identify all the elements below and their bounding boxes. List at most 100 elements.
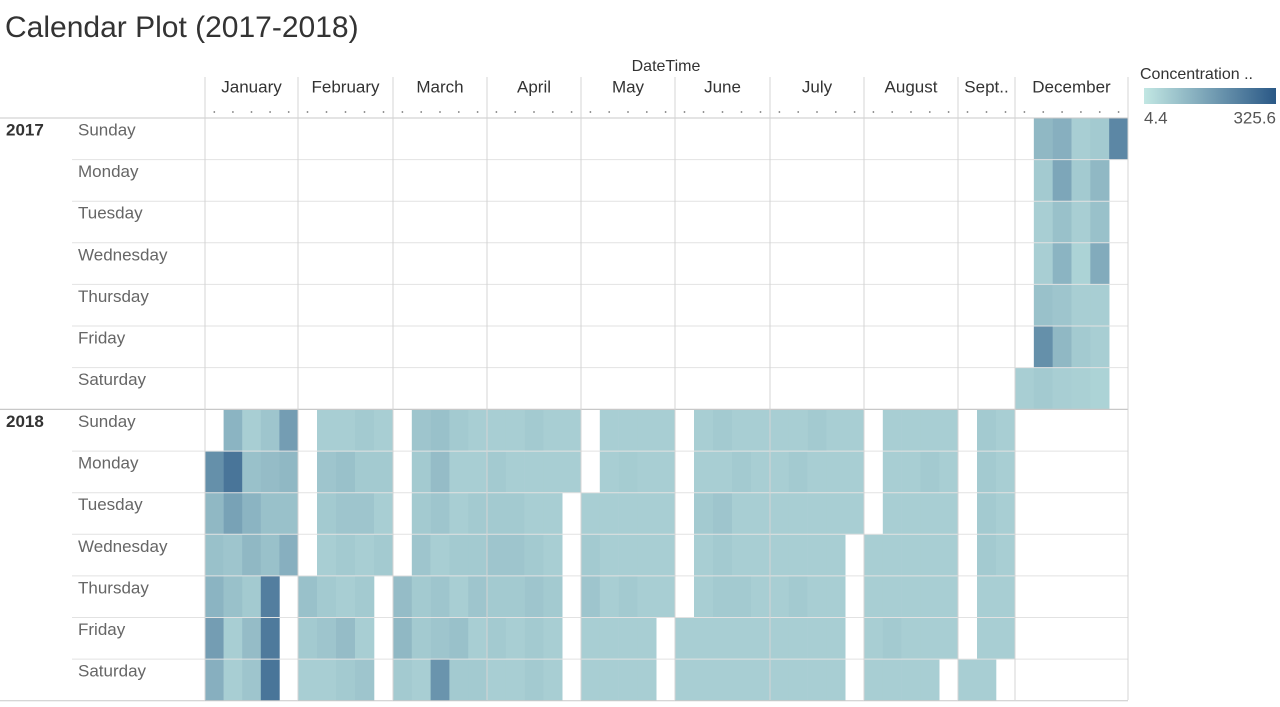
heat-cell	[826, 617, 846, 660]
day-label: Monday	[78, 454, 139, 473]
heat-cell	[694, 534, 714, 577]
week-dot	[232, 111, 234, 113]
heat-cell	[599, 617, 619, 660]
week-dot	[721, 111, 724, 113]
heat-cell	[505, 534, 525, 577]
heat-cell	[599, 575, 619, 618]
week-dot	[420, 111, 423, 113]
day-label: Tuesday	[78, 495, 143, 514]
heat-cell	[788, 409, 808, 452]
day-label: Friday	[78, 328, 126, 347]
heat-cell	[732, 617, 752, 660]
day-label: Sunday	[78, 412, 136, 431]
heat-cell	[393, 617, 413, 660]
heat-cell	[1090, 118, 1110, 160]
heat-cell	[260, 659, 280, 701]
heat-cell	[977, 659, 997, 701]
heat-cell	[977, 575, 997, 618]
heat-cell	[770, 492, 790, 535]
heat-cell	[770, 659, 790, 701]
day-label: Wednesday	[78, 537, 168, 556]
heat-cell	[618, 659, 638, 701]
heat-cell	[449, 659, 469, 701]
heat-cell	[562, 409, 582, 452]
week-dot	[476, 111, 479, 113]
heat-cell	[298, 575, 318, 618]
heat-cell	[562, 451, 582, 493]
heat-cell	[1015, 367, 1035, 410]
week-dot	[872, 111, 875, 113]
heat-cell	[298, 659, 318, 701]
heat-cell	[581, 534, 601, 577]
heat-cell	[845, 451, 865, 493]
heat-cell	[355, 534, 375, 577]
heat-cell	[977, 617, 997, 660]
week-dot	[778, 111, 781, 113]
heat-cell	[543, 659, 563, 701]
heat-cell	[713, 451, 733, 493]
heat-cell	[1033, 159, 1053, 202]
week-dot	[1004, 111, 1007, 113]
heat-cell	[1052, 284, 1072, 327]
heat-cell	[505, 617, 525, 660]
month-label: August	[885, 77, 938, 96]
heat-cell	[336, 492, 356, 535]
heat-cell	[826, 451, 846, 493]
heat-cell	[242, 409, 262, 452]
heat-cell	[449, 617, 469, 660]
heat-cell	[826, 659, 846, 701]
heat-cell	[977, 534, 997, 577]
heat-cell	[751, 575, 771, 618]
heat-cell	[279, 451, 299, 493]
heat-cell	[1109, 118, 1129, 160]
heat-cell	[336, 534, 356, 577]
heat-cell	[920, 575, 940, 618]
month-label: May	[612, 77, 645, 96]
heat-cell	[618, 575, 638, 618]
week-dot	[401, 111, 404, 113]
week-dot	[740, 111, 743, 113]
heat-cell	[637, 575, 657, 618]
week-dot	[985, 111, 988, 113]
week-dot	[910, 111, 912, 113]
heat-cell	[487, 451, 507, 493]
week-dot	[947, 111, 950, 113]
heat-cell	[223, 409, 243, 452]
heat-cell	[901, 409, 921, 452]
heat-cell	[430, 492, 450, 535]
month-label: Sept..	[964, 77, 1008, 96]
heat-cell	[637, 659, 657, 701]
month-label: December	[1032, 77, 1111, 96]
heat-cell	[788, 575, 808, 618]
heat-cell	[807, 451, 827, 493]
heat-cell	[637, 617, 657, 660]
heat-cell	[788, 492, 808, 535]
legend-max: 325.6	[1233, 108, 1276, 127]
heat-cell	[675, 617, 695, 660]
heat-cell	[468, 451, 488, 493]
week-dot	[514, 111, 517, 113]
week-dot	[306, 111, 309, 113]
week-dot	[1061, 111, 1063, 113]
heat-cell	[449, 575, 469, 618]
heat-cell	[920, 659, 940, 701]
legend-title: Concentration ..	[1140, 66, 1253, 83]
heat-cell	[751, 534, 771, 577]
week-dot	[797, 111, 800, 113]
week-dot	[1042, 111, 1045, 113]
heat-cell	[355, 617, 375, 660]
heat-cell	[1071, 367, 1091, 410]
week-dot	[325, 111, 328, 113]
heat-cell	[826, 534, 846, 577]
heat-cell	[656, 409, 676, 452]
heat-cell	[807, 617, 827, 660]
heat-cell	[430, 575, 450, 618]
heat-cell	[694, 659, 714, 701]
week-dot	[589, 111, 592, 113]
heat-cell	[205, 659, 224, 701]
heat-cell	[939, 409, 959, 452]
week-dot	[891, 111, 894, 113]
heat-cell	[901, 575, 921, 618]
heat-cell	[864, 659, 884, 701]
